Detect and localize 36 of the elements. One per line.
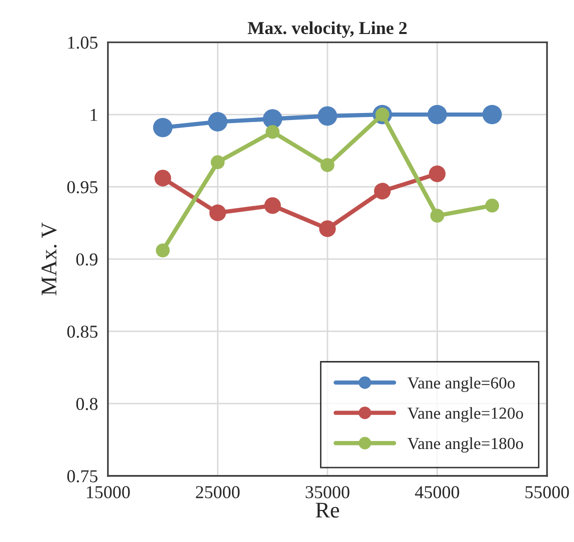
point [156, 243, 170, 258]
legend-label: Vane angle=60o [408, 376, 515, 392]
x-tick-label: 45000 [415, 486, 460, 498]
legend-label: Vane angle=180o [408, 437, 524, 453]
point [319, 220, 336, 238]
point [266, 124, 280, 139]
y-tick-label: 0.75 [67, 470, 98, 482]
point [209, 204, 226, 222]
y-tick-label: 1 [90, 108, 98, 121]
x-tick-label: 25000 [196, 486, 240, 498]
point [320, 158, 334, 172]
point [154, 170, 172, 186]
x-tick-label: 35000 [306, 486, 350, 498]
y-tick-label: 1.05 [68, 36, 98, 49]
y-tick-label: 0.85 [67, 326, 98, 338]
chart-title: Max. velocity, Line 2 [248, 21, 407, 38]
point [210, 155, 225, 170]
point [430, 208, 444, 223]
point [428, 104, 447, 124]
point [208, 112, 228, 132]
point [262, 109, 282, 129]
point [428, 165, 446, 182]
y-tick-label: 0.95 [67, 181, 98, 194]
point [374, 182, 391, 200]
y-tick-label: 0.9 [76, 253, 98, 266]
point [485, 198, 500, 213]
point [153, 118, 173, 138]
y-axis-title: MAx. V [42, 222, 57, 296]
x-axis-title: Re [316, 502, 340, 518]
point [318, 106, 338, 126]
legend-label: Vane angle=120o [408, 407, 524, 422]
point [264, 197, 281, 214]
x-tick-label: 55000 [526, 486, 569, 498]
point [482, 104, 502, 124]
y-tick-label: 0.8 [76, 398, 98, 410]
x-tick-label: 15000 [86, 486, 130, 498]
